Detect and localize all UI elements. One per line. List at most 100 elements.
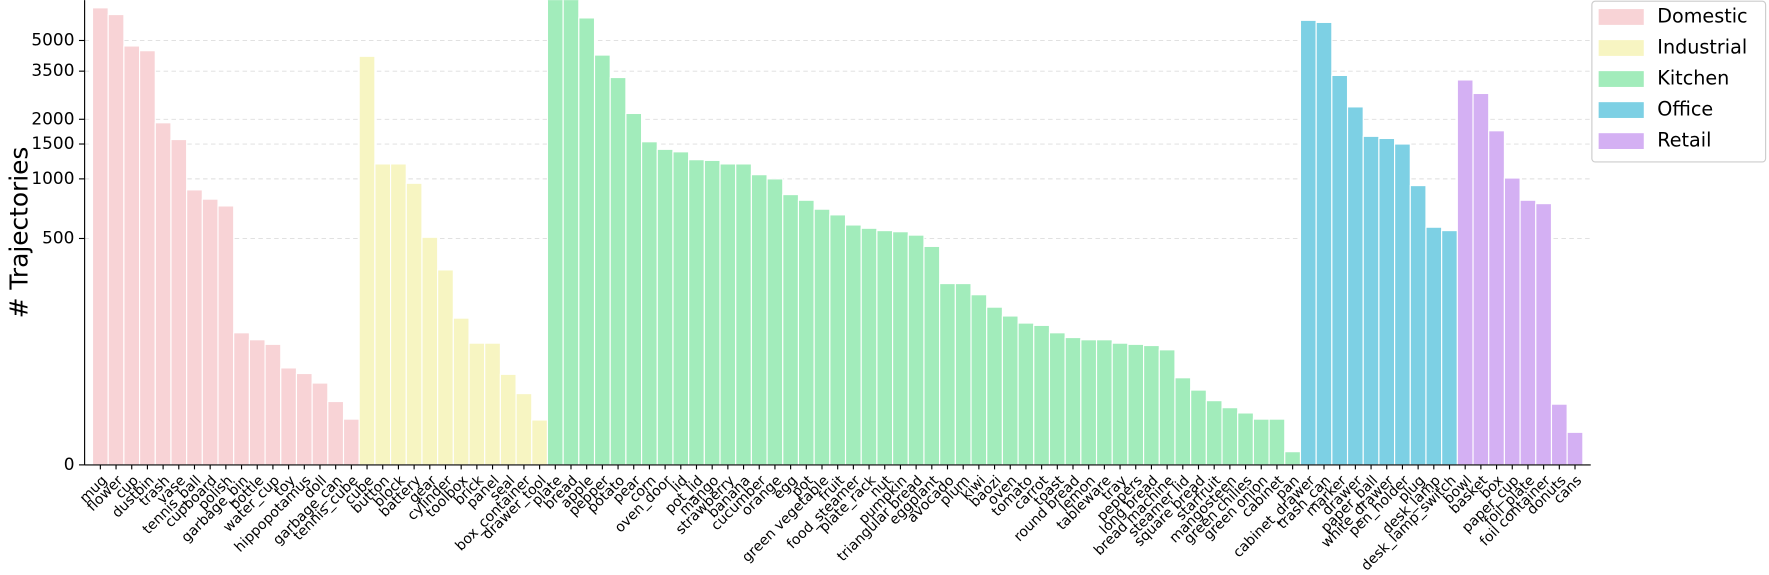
- bar: [625, 112, 643, 465]
- y-tick-label: 3500: [31, 60, 74, 80]
- bar: [907, 234, 925, 465]
- bar: [437, 269, 454, 465]
- y-tick-label: 2000: [31, 108, 74, 128]
- y-tick-label: 5000: [31, 29, 74, 49]
- bar: [1378, 137, 1396, 465]
- bar: [515, 393, 533, 465]
- bar: [970, 294, 988, 465]
- legend-label: Industrial: [1657, 36, 1747, 59]
- bar: [201, 198, 219, 465]
- legend-label: Kitchen: [1657, 67, 1729, 90]
- bar: [374, 163, 392, 465]
- bar: [1566, 431, 1584, 465]
- bar: [421, 236, 439, 465]
- bar: [311, 382, 329, 465]
- bar: [1033, 324, 1051, 465]
- bar: [1095, 339, 1113, 465]
- bar: [1048, 332, 1066, 465]
- bar: [750, 174, 768, 465]
- bar: [1127, 343, 1145, 465]
- bar: [1519, 199, 1537, 465]
- bar: [939, 283, 956, 465]
- bar: [1017, 322, 1035, 465]
- legend-swatch: [1598, 9, 1644, 25]
- legend-label: Office: [1657, 98, 1713, 121]
- bar: [1205, 400, 1223, 465]
- y-axis-label: # Trajectories: [4, 147, 33, 319]
- bar: [1252, 418, 1270, 465]
- bar: [1299, 19, 1317, 465]
- bar: [327, 400, 345, 465]
- bar: [593, 54, 611, 465]
- bar: [892, 231, 909, 465]
- bar: [986, 306, 1003, 465]
- bar: [546, 0, 564, 465]
- bar: [1174, 377, 1192, 465]
- bar: [405, 182, 423, 465]
- bar: [1268, 418, 1286, 465]
- bar: [468, 342, 486, 465]
- legend-swatch: [1598, 71, 1644, 87]
- bar: [1394, 143, 1411, 465]
- bar: [860, 227, 878, 465]
- bar: [1221, 407, 1239, 465]
- bar: [1456, 79, 1474, 465]
- bar: [1425, 226, 1443, 465]
- bar: [609, 76, 627, 465]
- legend-swatch: [1598, 133, 1644, 149]
- bar: [813, 208, 831, 465]
- bar: [641, 141, 658, 465]
- bar: [484, 342, 501, 465]
- bar: [280, 367, 298, 465]
- legend-swatch: [1598, 40, 1644, 56]
- bar: [1064, 336, 1082, 465]
- bar: [1158, 349, 1176, 465]
- bar: [829, 214, 847, 465]
- bar: [1441, 230, 1458, 465]
- bar: [531, 419, 549, 465]
- bar: [1346, 106, 1364, 465]
- bar: [735, 163, 752, 465]
- bar: [1362, 135, 1380, 465]
- bar: [844, 224, 862, 465]
- bar: [91, 7, 109, 465]
- bar: [1284, 451, 1302, 465]
- bar: [1001, 315, 1019, 465]
- bar: [766, 178, 784, 465]
- bar: [876, 230, 894, 465]
- bar: [1111, 342, 1129, 465]
- bar: [139, 50, 156, 465]
- legend-swatch: [1598, 102, 1644, 118]
- bar: [295, 372, 313, 465]
- bar: [1315, 21, 1333, 465]
- bar: [656, 148, 674, 465]
- bar: [703, 159, 721, 465]
- bar: [672, 151, 690, 465]
- y-tick-label: 1500: [31, 133, 74, 153]
- bar: [954, 283, 972, 465]
- bar: [217, 205, 235, 465]
- bar: [797, 199, 815, 465]
- bar: [1409, 185, 1427, 465]
- bar: [719, 163, 737, 465]
- bar: [1080, 339, 1098, 465]
- bar: [923, 245, 941, 465]
- bar: [1472, 92, 1490, 465]
- bar: [248, 339, 266, 465]
- y-tick-label: 1000: [31, 168, 74, 188]
- bar: [1488, 130, 1505, 465]
- bar: [1550, 403, 1568, 465]
- bar: [264, 343, 282, 465]
- bar: [107, 13, 125, 465]
- bar: [562, 0, 580, 465]
- bar: [1331, 74, 1349, 465]
- legend: Domestic Industrial Kitchen Office Retail: [1591, 0, 1767, 163]
- bar: [782, 194, 800, 465]
- bar: [358, 55, 376, 465]
- bar: [390, 163, 407, 465]
- bar: [1143, 344, 1160, 465]
- bar: [233, 332, 250, 465]
- bar: [578, 17, 596, 465]
- bar: [1237, 412, 1254, 465]
